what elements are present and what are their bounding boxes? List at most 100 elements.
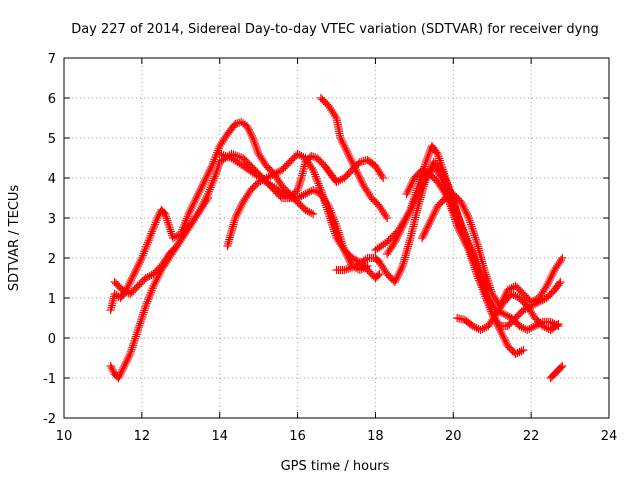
data-point [133,281,143,291]
data-point [530,313,540,323]
data-point [513,283,522,292]
data-point [425,169,435,179]
data-point [370,197,379,206]
data-point [520,291,530,300]
data-point [523,294,533,303]
data-point [251,181,260,190]
data-point [428,173,438,182]
data-point [511,313,520,323]
data-point [316,93,326,103]
data-point [502,294,512,303]
data-point [430,174,439,183]
y-tick-label: 2 [48,252,56,267]
data-point [508,346,517,355]
data-point [515,293,524,303]
data-point [152,266,161,275]
data-point [341,172,350,181]
data-point [391,229,400,238]
data-point [110,277,119,287]
data-point [514,310,523,319]
data-point [136,278,146,287]
data-point [277,165,287,175]
data-point [284,159,293,168]
x-tick-label: 18 [367,429,384,444]
data-point [281,185,290,194]
data-point [386,273,395,282]
data-point [309,209,318,219]
data-point [509,315,519,324]
data-point [505,343,514,352]
y-tick-label: 5 [48,132,56,147]
data-point [433,201,442,211]
x-tick-label: 22 [523,429,540,444]
x-tick-label: 20 [445,429,462,444]
data-point [296,201,305,210]
data-point [317,158,326,167]
data-point [344,169,354,178]
data-point [363,261,372,271]
data-point [506,318,516,327]
data-point [503,341,512,351]
data-point [554,319,563,329]
data-point [558,361,567,371]
data-point [516,309,525,318]
y-axis-tick-labels: -2 -1 0 1 2 3 4 5 6 7 [43,52,56,427]
data-point [262,161,271,171]
data-point [513,312,522,321]
data-point [319,97,329,106]
data-point [242,157,251,166]
data-point [267,166,276,175]
data-point [115,282,124,291]
chart-title: Day 227 of 2014, Sidereal Day-to-day VTE… [71,22,599,37]
data-point [514,285,523,294]
data-point [248,184,257,193]
data-point [506,345,516,354]
data-point [383,213,392,223]
data-points [106,93,567,383]
y-axis-label: SDTVAR / TECUs [7,185,22,292]
data-point [414,169,424,178]
data-point [150,268,160,277]
data-point [373,271,383,280]
x-tick-label: 16 [289,429,306,444]
data-point [519,345,528,355]
data-point [243,158,252,167]
data-point [552,321,561,330]
data-point [519,289,528,299]
data-point [279,164,288,173]
data-point [277,181,287,191]
x-axis-tick-labels: 10 12 14 16 18 20 22 24 [56,429,618,444]
data-point [343,170,352,179]
y-tick-label: -2 [43,412,56,427]
data-point [516,286,525,295]
data-point [534,317,543,326]
y-tick-label: 3 [48,212,56,227]
data-point [449,189,458,199]
data-point [135,280,144,289]
data-point [503,321,512,331]
data-point [129,286,138,295]
data-point [511,281,520,291]
data-point [518,297,527,306]
data-point [368,195,378,204]
data-point [501,296,510,305]
data-point [168,246,177,255]
data-point [318,95,327,104]
data-point [169,245,178,254]
data-point [132,283,141,292]
data-point [389,231,398,240]
data-point [535,318,544,327]
data-point [556,363,566,372]
data-point [290,189,299,198]
y-tick-label: -1 [43,372,56,387]
data-point [427,171,436,180]
y-tick-label: 6 [48,92,56,107]
data-point [290,153,299,162]
data-point [383,269,392,279]
data-point [453,194,463,203]
data-point [384,236,393,245]
data-point [411,172,421,181]
data-point [384,271,393,280]
data-point [436,198,445,207]
data-point [365,267,374,276]
